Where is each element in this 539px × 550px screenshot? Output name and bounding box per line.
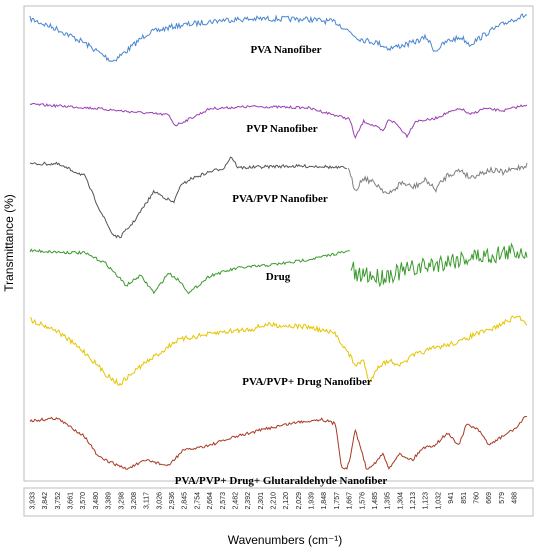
x-tick-label: 2,845 bbox=[182, 492, 189, 510]
x-axis-title: Wavenumbers (cm⁻¹) bbox=[228, 533, 343, 547]
spectrum-trace-3 bbox=[347, 162, 528, 195]
x-tick-label: 579 bbox=[499, 492, 506, 504]
x-axis-ticks: 3,933 3,842 3,752 3,661 3,570 3,480 3,389 3,298… bbox=[30, 492, 519, 510]
x-tick-label: 1,576 bbox=[359, 492, 366, 510]
x-tick-label: 3,752 bbox=[55, 492, 62, 510]
spectrum-trace-1 bbox=[29, 102, 528, 139]
spectrum-trace-7 bbox=[29, 415, 528, 470]
x-tick-label: 2,573 bbox=[220, 492, 227, 510]
x-tick-label: 669 bbox=[486, 492, 493, 504]
x-tick-label: 3,389 bbox=[106, 492, 113, 510]
x-tick-label: 2,754 bbox=[194, 492, 201, 510]
x-tick-label: 3,480 bbox=[93, 492, 100, 510]
x-tick-label: 1,939 bbox=[309, 492, 316, 510]
x-tick-label: 2,029 bbox=[296, 492, 303, 510]
x-tick-label: 3,933 bbox=[30, 492, 37, 510]
x-tick-label: 2,210 bbox=[271, 492, 278, 510]
label-pva-pvp-nanofiber: PVA/PVP Nanofiber bbox=[232, 193, 328, 205]
spectrum-trace-5 bbox=[350, 242, 528, 288]
label-glutaraldehyde-nanofiber: PVA/PVP+ Drug+ Glutaraldehyde Nanofiber bbox=[175, 475, 388, 487]
x-tick-label: 3,208 bbox=[131, 492, 138, 510]
x-tick-label: 1,304 bbox=[397, 492, 404, 510]
x-tick-label: 3,298 bbox=[118, 492, 125, 510]
trace-labels: PVA Nanofiber PVP Nanofiber PVA/PVP Nano… bbox=[175, 44, 388, 487]
spectrum-trace-4 bbox=[29, 248, 350, 295]
x-tick-label: 851 bbox=[461, 492, 468, 504]
x-tick-label: 3,570 bbox=[80, 492, 87, 510]
x-tick-label: 1,032 bbox=[435, 492, 442, 510]
spectrum-trace-0 bbox=[29, 13, 528, 63]
x-tick-label: 3,117 bbox=[144, 492, 151, 509]
x-tick-label: 1,123 bbox=[423, 492, 430, 510]
x-tick-label: 3,842 bbox=[42, 492, 49, 510]
x-tick-label: 2,301 bbox=[258, 492, 265, 510]
x-axis-band bbox=[23, 487, 534, 517]
x-tick-label: 1,213 bbox=[410, 492, 417, 510]
x-tick-label: 2,482 bbox=[232, 492, 239, 510]
spectrum-trace-2 bbox=[29, 156, 348, 239]
x-tick-label: 941 bbox=[448, 492, 455, 504]
x-tick-label: 1,485 bbox=[372, 492, 379, 510]
label-pvp-nanofiber: PVP Nanofiber bbox=[246, 123, 317, 135]
spectra-traces bbox=[29, 13, 528, 470]
x-tick-label: 2,392 bbox=[245, 492, 252, 510]
x-tick-label: 2,664 bbox=[207, 492, 214, 510]
x-tick-label: 760 bbox=[473, 492, 480, 504]
label-pva-nanofiber: PVA Nanofiber bbox=[251, 44, 322, 56]
x-tick-label: 3,026 bbox=[156, 492, 163, 510]
x-tick-label: 1,848 bbox=[321, 492, 328, 510]
label-pva-pvp-drug-nanofiber: PVA/PVP+ Drug Nanofiber bbox=[242, 376, 372, 388]
plot-frame bbox=[23, 5, 534, 482]
x-tick-label: 2,936 bbox=[169, 492, 176, 510]
x-tick-label: 1,757 bbox=[334, 492, 341, 510]
spectrum-trace-6 bbox=[29, 315, 528, 387]
x-tick-label: 2,120 bbox=[283, 492, 290, 510]
y-axis-title: Transmittance (%) bbox=[2, 194, 16, 292]
x-tick-label: 3,661 bbox=[68, 492, 75, 510]
x-tick-label: 1,667 bbox=[347, 492, 354, 510]
x-tick-label: 1,395 bbox=[385, 492, 392, 510]
x-tick-label: 488 bbox=[512, 492, 519, 504]
label-drug: Drug bbox=[266, 271, 291, 283]
